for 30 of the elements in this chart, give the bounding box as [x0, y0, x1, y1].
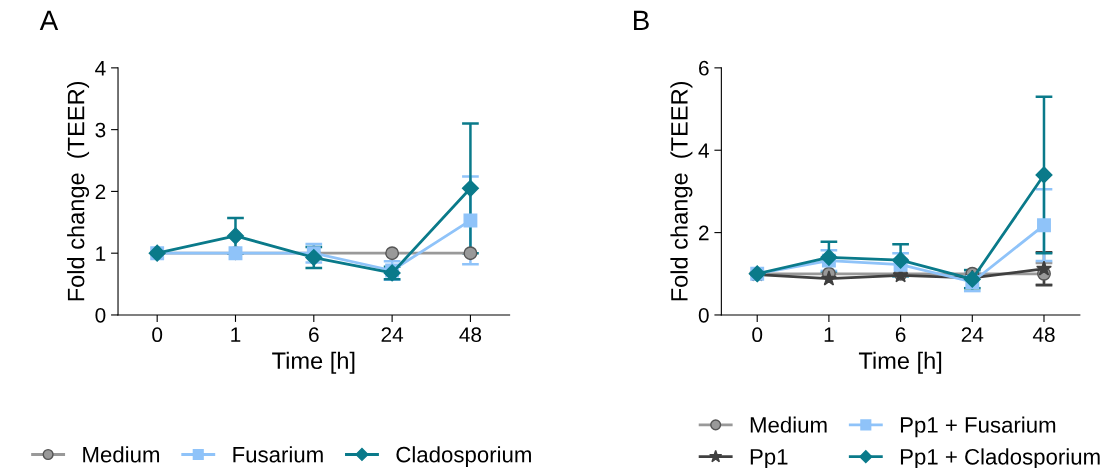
x-tick-label: 1 [231, 327, 241, 342]
legend-label: Pp1 + Fusarium [900, 416, 1056, 438]
legend-label: Fusarium [233, 446, 323, 463]
y-tick-label: 4 [698, 143, 709, 158]
legend-label: Medium [750, 416, 827, 433]
y-tick-label: 1 [96, 246, 106, 261]
y-tick-label: 0 [95, 307, 106, 323]
y-tick-label: 4 [95, 61, 106, 76]
y-tick-label: 2 [95, 184, 106, 199]
y-axis-title: Fold change (TEER) [670, 81, 693, 301]
y-tick-label: 6 [699, 60, 709, 76]
x-tick-label: 1 [824, 327, 834, 342]
y-axis-title: Fold change (TEER) [67, 81, 90, 301]
x-tick-label: 0 [752, 327, 763, 343]
x-tick-label: 6 [309, 327, 319, 343]
x-tick-label: 24 [381, 327, 404, 342]
x-tick-label: 0 [152, 327, 163, 343]
y-tick-label: 3 [95, 122, 106, 138]
x-tick-label: 6 [895, 327, 906, 343]
chart-title: A [39, 10, 59, 30]
legend-label: Cladosporium [396, 446, 531, 467]
y-tick-label: 0 [698, 307, 709, 323]
x-axis-title: Time [h] [272, 351, 355, 374]
x-axis-title: Time [h] [858, 351, 942, 374]
legend-label: Medium [83, 446, 160, 463]
chart-title: B [634, 10, 649, 30]
x-tick-label: 24 [961, 327, 984, 342]
x-tick-label: 48 [459, 327, 482, 343]
y-tick-label: 2 [699, 225, 709, 241]
x-tick-label: 48 [1032, 327, 1055, 343]
